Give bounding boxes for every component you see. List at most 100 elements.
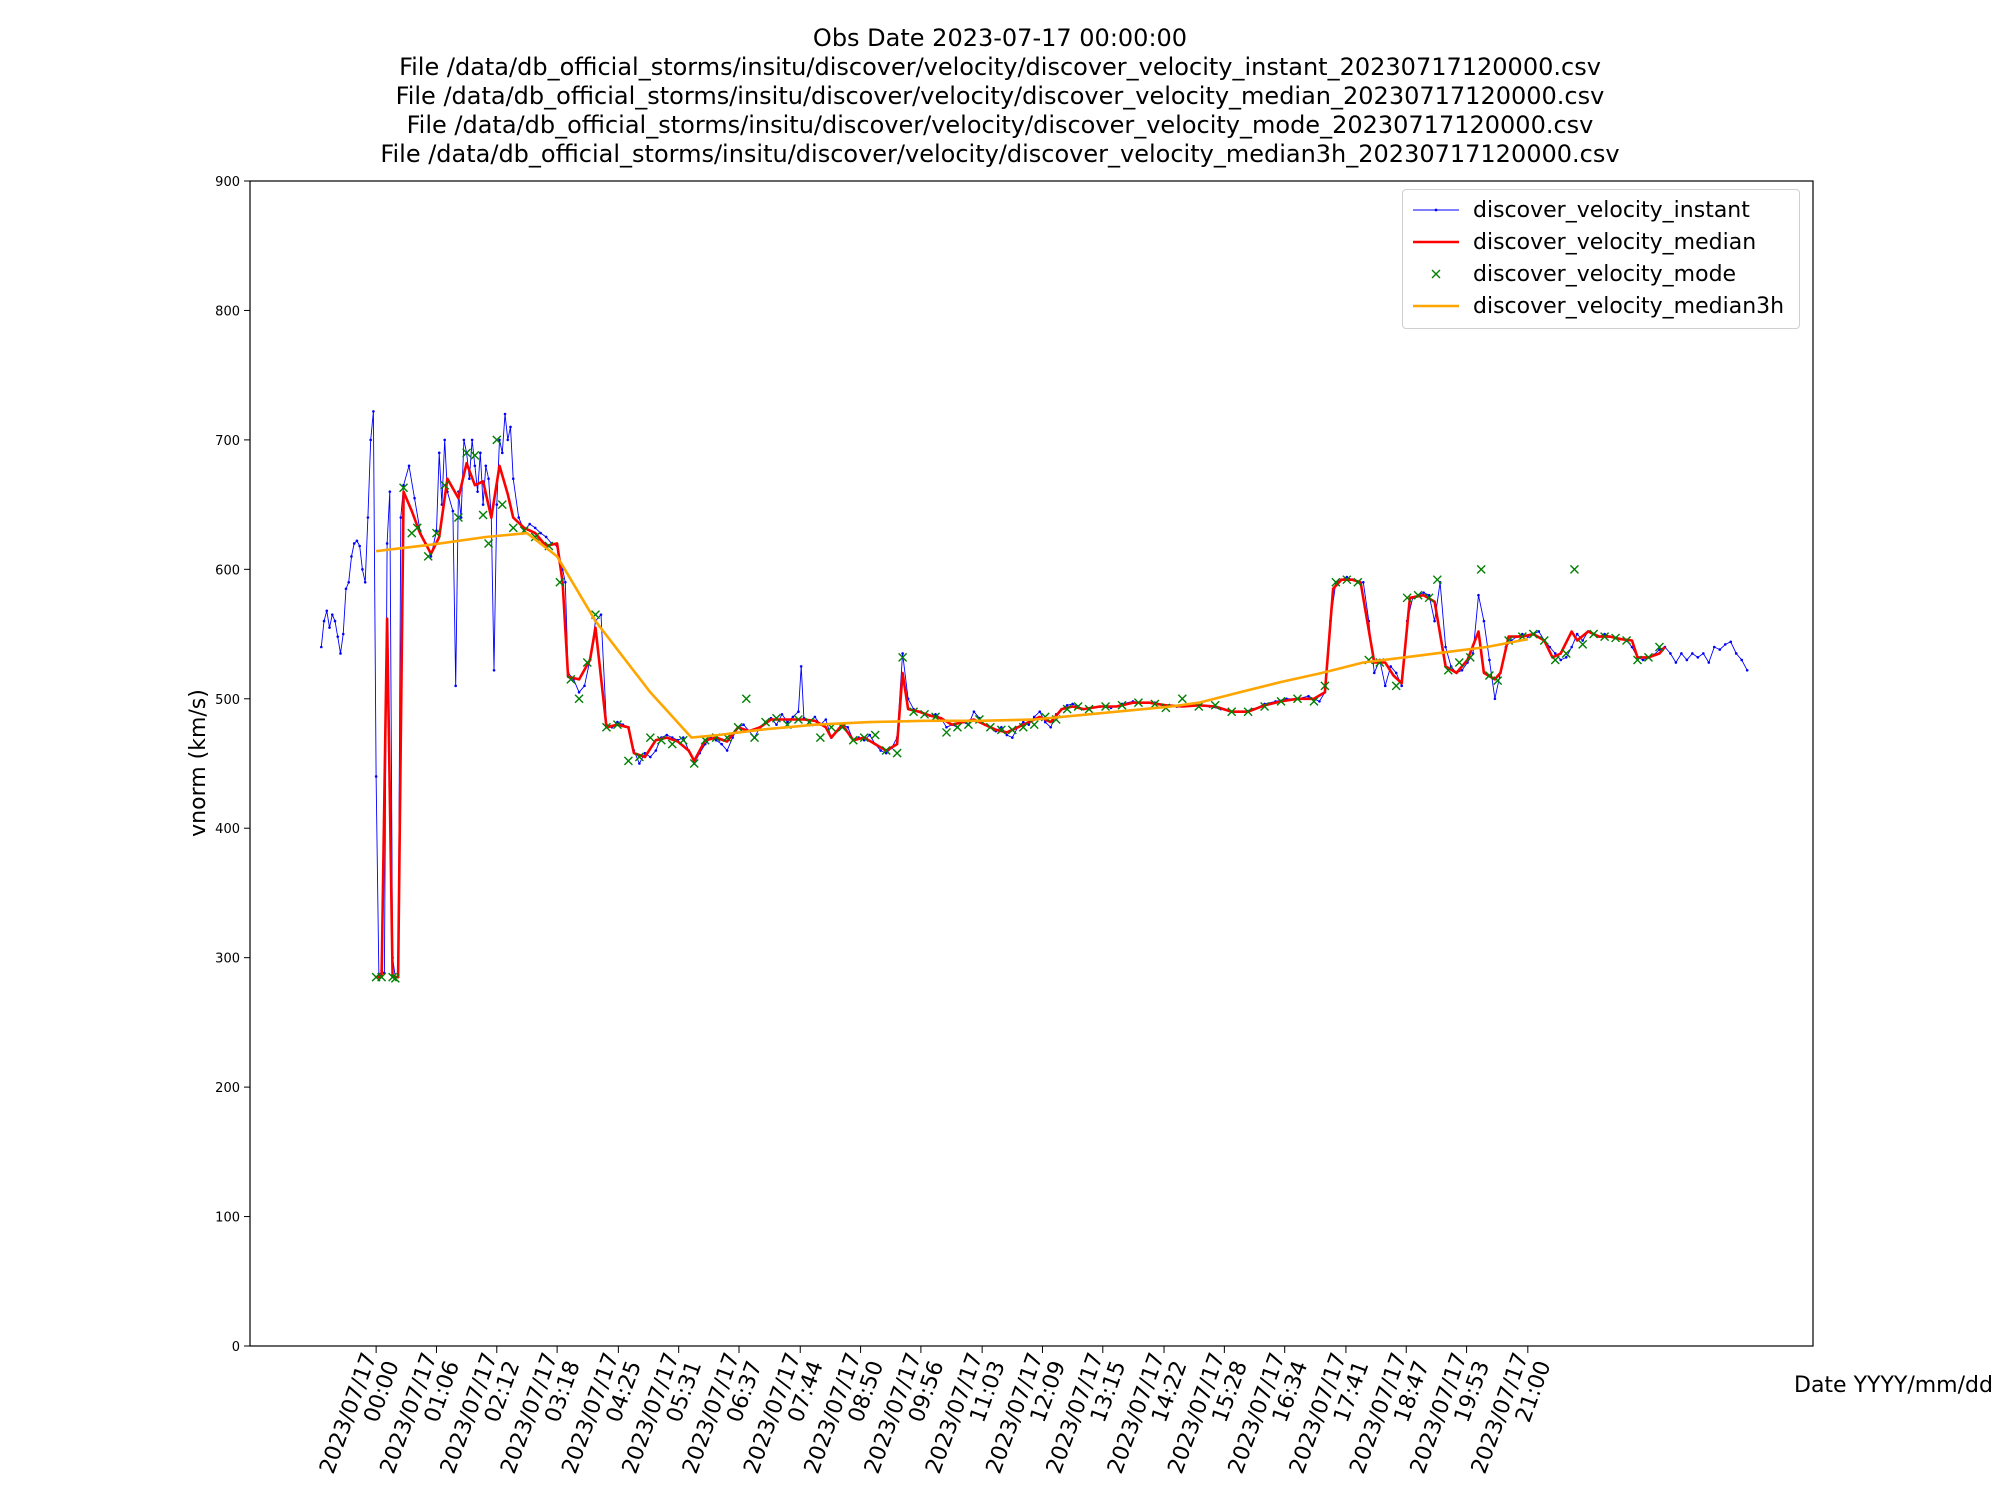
instant-point — [451, 509, 455, 513]
instant-point — [1032, 715, 1036, 719]
instant-point — [1669, 652, 1672, 655]
instant-point — [1372, 671, 1376, 675]
mode-point — [1589, 629, 1599, 639]
mode-point — [612, 720, 622, 730]
mode-point — [974, 714, 984, 724]
y-tick-label: 800 — [215, 304, 240, 319]
instant-point — [330, 613, 334, 616]
instant-point — [1307, 694, 1310, 698]
instant-point — [1553, 652, 1557, 655]
mode-point — [1561, 648, 1571, 658]
instant-point — [1427, 593, 1431, 597]
instant-point — [791, 715, 795, 719]
mode-point — [1654, 642, 1664, 652]
mode-point — [1260, 702, 1270, 712]
instant-point — [407, 464, 411, 468]
instant-point — [352, 542, 356, 545]
instant-point — [1000, 725, 1003, 729]
instant-point — [533, 526, 537, 530]
mode-point — [761, 717, 771, 727]
instant-point — [1493, 697, 1497, 701]
instant-point — [775, 723, 778, 726]
instant-point — [363, 580, 367, 584]
instant-point — [1521, 632, 1524, 636]
instant-point — [369, 438, 372, 442]
instant-point — [583, 684, 586, 688]
mode-point — [497, 500, 507, 510]
instant-point — [473, 464, 477, 468]
mode-point — [1611, 633, 1621, 643]
mode-point — [634, 752, 644, 762]
legend-swatch-instant — [1413, 208, 1459, 212]
mode-point — [1633, 655, 1643, 665]
instant-point — [1740, 658, 1744, 662]
instant-point — [476, 490, 479, 493]
mode-point — [492, 435, 502, 445]
mode-point — [1424, 593, 1434, 603]
discover-velocity-median3h-line — [375, 531, 1529, 739]
mode-point — [881, 746, 891, 756]
instant-point — [1038, 710, 1042, 714]
instant-point — [1658, 648, 1661, 651]
y-tick-label: 300 — [215, 952, 240, 967]
mode-point — [1528, 629, 1538, 639]
instant-point — [1433, 619, 1436, 623]
instant-point — [1389, 665, 1393, 668]
mode-point — [1550, 655, 1560, 665]
instant-point — [322, 619, 326, 623]
instant-point — [487, 477, 490, 481]
legend-item-mode: discover_velocity_mode — [1411, 258, 1791, 290]
mode-point — [1117, 700, 1127, 710]
instant-point — [388, 490, 392, 493]
series-discover-velocity-instant — [319, 410, 1749, 979]
instant-point — [616, 720, 619, 724]
instant-point — [544, 535, 548, 539]
legend-label-median3h: discover_velocity_median3h — [1473, 293, 1785, 319]
instant-point — [347, 580, 351, 584]
instant-point — [402, 483, 405, 487]
mode-point — [390, 973, 400, 983]
mode-point — [645, 733, 655, 743]
instant-point — [934, 713, 937, 716]
mode-point — [952, 722, 962, 732]
mode-point — [1353, 577, 1363, 587]
instant-point — [1696, 656, 1700, 659]
instant-point — [1345, 575, 1349, 579]
y-tick-label: 600 — [215, 563, 240, 578]
instant-point — [372, 410, 375, 413]
instant-point — [797, 710, 800, 714]
instant-point — [1049, 725, 1052, 729]
discover-velocity-median-line — [376, 461, 1666, 979]
instant-point — [862, 738, 866, 742]
mode-point — [667, 739, 677, 749]
mode-point — [601, 722, 611, 732]
mode-point — [623, 756, 633, 766]
discover-velocity-instant-line — [320, 410, 1748, 978]
mode-point — [1292, 694, 1302, 704]
instant-point — [1691, 652, 1694, 655]
instant-point — [1361, 580, 1365, 584]
instant-point — [901, 652, 904, 655]
mode-point — [566, 674, 576, 684]
mode-point — [1484, 670, 1494, 680]
mode-point — [892, 748, 902, 758]
instant-point — [742, 723, 745, 726]
instant-point — [1477, 593, 1480, 597]
mode-point — [470, 450, 480, 460]
instant-point — [1570, 645, 1573, 649]
series-discover-velocity-median — [376, 461, 1666, 979]
instant-point — [1712, 645, 1716, 649]
instant-point — [577, 691, 581, 694]
mode-point — [1443, 665, 1453, 675]
instant-point — [481, 503, 485, 506]
chart-subtitle-instant-file: File /data/db_official_storms/insitu/dis… — [399, 53, 1601, 81]
plot-frame — [249, 180, 1814, 1347]
instant-point — [1581, 639, 1584, 642]
mode-point — [1007, 725, 1017, 735]
mode-point — [815, 733, 825, 743]
instant-point — [325, 609, 329, 613]
y-tick-label: 200 — [215, 1081, 240, 1096]
y-tick-label: 100 — [215, 1211, 240, 1226]
instant-point — [443, 438, 446, 442]
mode-point — [920, 709, 930, 719]
